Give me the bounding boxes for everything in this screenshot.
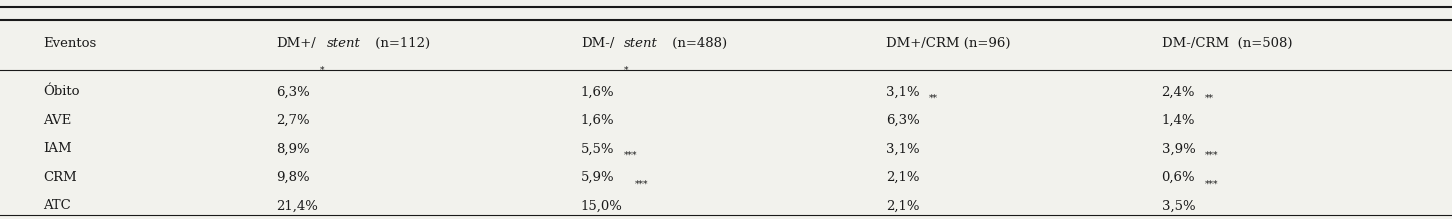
Text: DM+/CRM (n=96): DM+/CRM (n=96) [886, 37, 1011, 50]
Text: DM-/CRM  (n=508): DM-/CRM (n=508) [1162, 37, 1292, 50]
Text: 2,7%: 2,7% [276, 114, 309, 127]
Text: DM+/: DM+/ [276, 37, 315, 50]
Text: Óbito: Óbito [44, 85, 80, 99]
Text: **: ** [929, 94, 938, 103]
Text: 9,8%: 9,8% [276, 171, 309, 184]
Text: (n=488): (n=488) [668, 37, 726, 50]
Text: 5,9%: 5,9% [581, 171, 614, 184]
Text: 3,9%: 3,9% [1162, 142, 1195, 155]
Text: 2,1%: 2,1% [886, 171, 919, 184]
Text: 1,6%: 1,6% [581, 114, 614, 127]
Text: 2,1%: 2,1% [886, 199, 919, 212]
Text: 6,3%: 6,3% [886, 114, 919, 127]
Text: 3,1%: 3,1% [886, 142, 919, 155]
Text: stent: stent [624, 37, 658, 50]
Text: ***: *** [1205, 179, 1218, 189]
Text: 3,1%: 3,1% [886, 85, 919, 99]
Text: Eventos: Eventos [44, 37, 97, 50]
Text: 8,9%: 8,9% [276, 142, 309, 155]
Text: (n=112): (n=112) [370, 37, 430, 50]
Text: ***: *** [1205, 151, 1218, 160]
Text: ***: *** [624, 151, 637, 160]
Text: stent: stent [327, 37, 362, 50]
Text: 21,4%: 21,4% [276, 199, 318, 212]
Text: ATC: ATC [44, 199, 71, 212]
Text: DM-/: DM-/ [581, 37, 614, 50]
Text: 6,3%: 6,3% [276, 85, 309, 99]
Text: 1,6%: 1,6% [581, 85, 614, 99]
Text: 15,0%: 15,0% [581, 199, 623, 212]
Text: 0,6%: 0,6% [1162, 171, 1195, 184]
Text: 2,4%: 2,4% [1162, 85, 1195, 99]
Text: 5,5%: 5,5% [581, 142, 614, 155]
Text: *: * [624, 65, 629, 75]
Text: CRM: CRM [44, 171, 77, 184]
Text: ***: *** [635, 179, 649, 189]
Text: 1,4%: 1,4% [1162, 114, 1195, 127]
Text: **: ** [1205, 94, 1214, 103]
Text: AVE: AVE [44, 114, 71, 127]
Text: IAM: IAM [44, 142, 73, 155]
Text: 3,5%: 3,5% [1162, 199, 1195, 212]
Text: *: * [319, 65, 324, 75]
